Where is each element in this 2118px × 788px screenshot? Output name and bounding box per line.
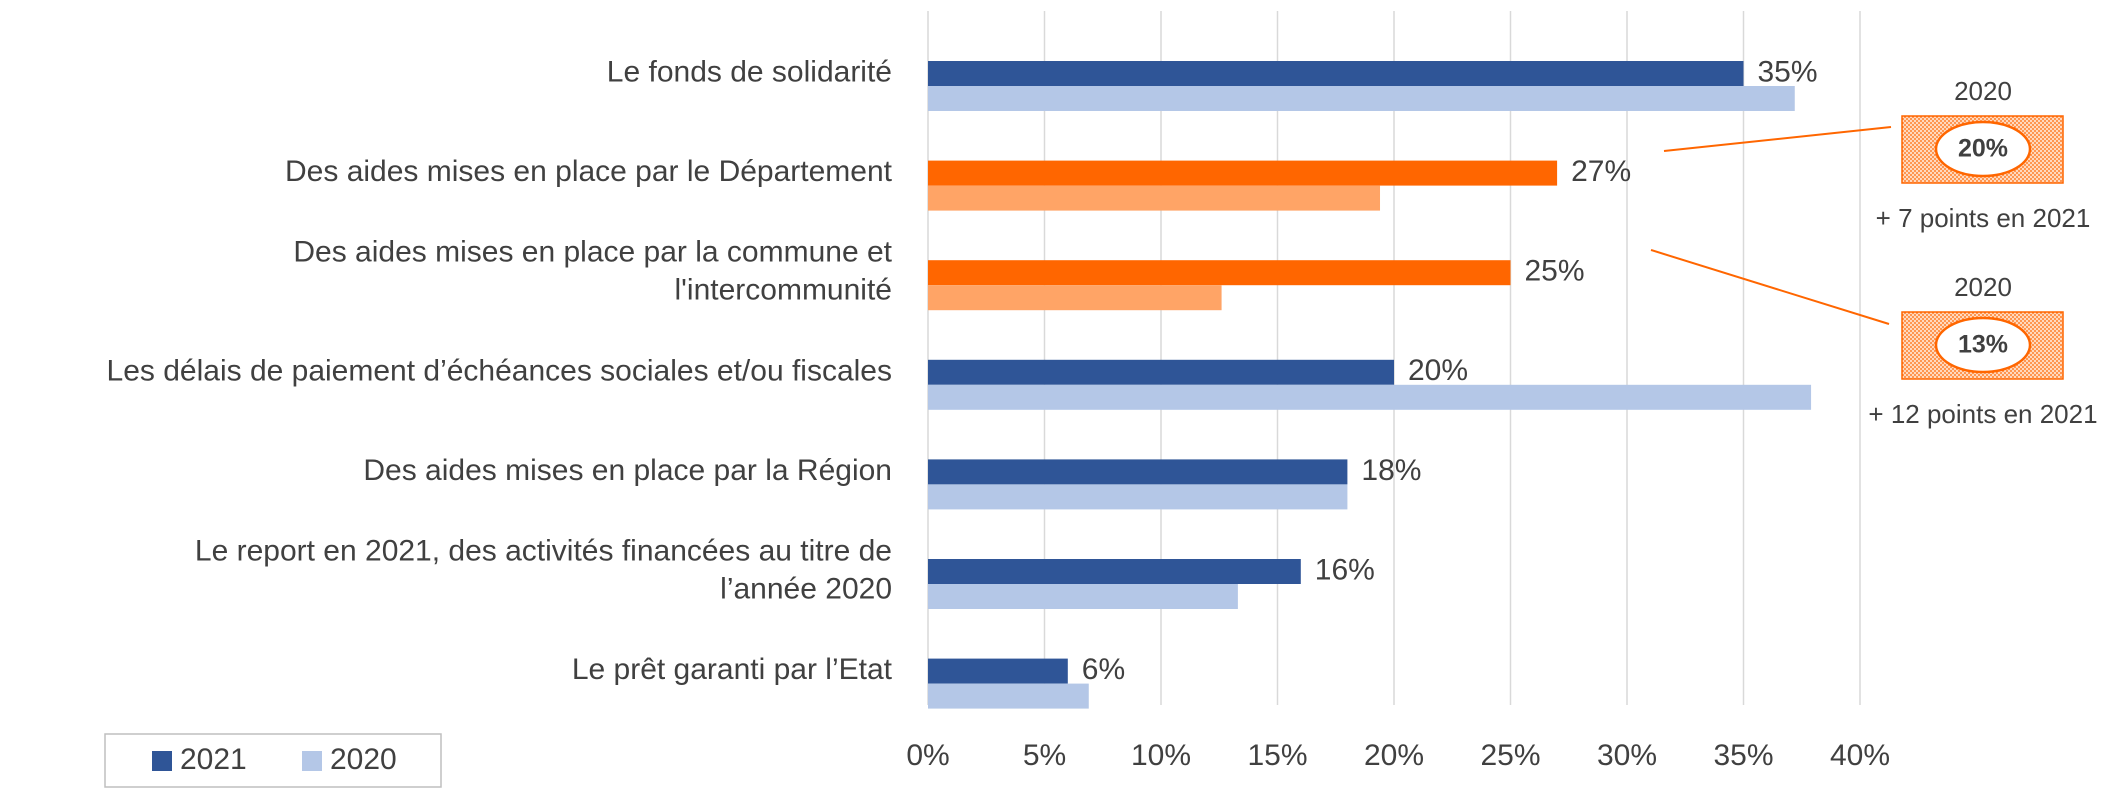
bar	[928, 459, 1348, 485]
x-tick-label: 15%	[1247, 739, 1307, 772]
category-label: Le report en 2021, des activités financé…	[195, 534, 892, 605]
annotation-note: + 7 points en 2021	[1876, 203, 2091, 233]
legend-swatch	[302, 751, 322, 771]
category-line: Le fonds de solidarité	[607, 55, 892, 88]
legend-label: 2020	[330, 743, 397, 776]
x-tick-label: 5%	[1023, 739, 1066, 772]
category-line: l’année 2020	[720, 572, 892, 605]
x-tick-label: 40%	[1830, 739, 1890, 772]
category-line: Le report en 2021, des activités financé…	[195, 534, 892, 567]
bar	[928, 584, 1238, 609]
bar	[928, 185, 1381, 211]
bar	[928, 359, 1394, 385]
bar	[928, 384, 1812, 410]
x-tick-label: 0%	[906, 739, 949, 772]
bar	[928, 86, 1795, 111]
connector	[1650, 249, 1890, 325]
bar	[928, 559, 1301, 584]
annotation-title: 2020	[1954, 272, 2012, 302]
legend-swatch	[152, 751, 172, 771]
category-label: Des aides mises en place par la commune …	[293, 236, 892, 307]
connector	[1663, 126, 1892, 152]
bar	[928, 484, 1348, 510]
annotation-title: 2020	[1954, 76, 2012, 106]
category-label: Le prêt garanti par l’Etat	[572, 653, 893, 686]
annotation-value: 13%	[1958, 331, 2008, 359]
data-label: 18%	[1361, 454, 1421, 487]
annotation-oval	[1934, 120, 2032, 178]
bar	[928, 658, 1068, 684]
legend-label: 2021	[180, 743, 247, 776]
category-line: l'intercommunité	[675, 274, 892, 307]
data-label: 20%	[1408, 354, 1468, 387]
data-label: 16%	[1315, 553, 1375, 586]
category-line: Des aides mises en place par le Départem…	[285, 155, 893, 188]
category-label: Le fonds de solidarité	[607, 55, 892, 88]
x-tick-label: 30%	[1597, 739, 1657, 772]
annotation-value: 20%	[1958, 135, 2008, 163]
x-tick-label: 35%	[1713, 739, 1773, 772]
bar	[928, 160, 1558, 186]
x-tick-label: 20%	[1364, 739, 1424, 772]
category-label: Des aides mises en place par la Région	[363, 454, 892, 487]
bar	[928, 260, 1511, 286]
category-line: Des aides mises en place par la Région	[363, 454, 892, 487]
bar	[928, 285, 1222, 311]
x-tick-label: 10%	[1131, 739, 1191, 772]
category-line: Des aides mises en place par la commune …	[293, 236, 892, 269]
category-line: Les délais de paiement d’échéances socia…	[107, 354, 892, 387]
data-label: 6%	[1082, 653, 1125, 686]
bar	[928, 683, 1089, 709]
data-label: 35%	[1758, 55, 1818, 88]
data-label: 25%	[1525, 255, 1585, 288]
grid: 0% 5% 10% 15% 20% 25% 30% 35% 40% Le fonds de sol…	[107, 11, 1890, 772]
data-label: 27%	[1571, 155, 1631, 188]
category-label: Les délais de paiement d’échéances socia…	[107, 354, 892, 387]
bars: 35% 27% 25% 20% 18% 16% 6%	[928, 55, 1818, 709]
category-label: Des aides mises en place par le Départem…	[285, 155, 893, 188]
bar	[928, 61, 1744, 86]
legend-box	[104, 733, 442, 788]
category-line: Le prêt garanti par l’Etat	[572, 653, 893, 686]
annotations: 2020 20% + 7 points en 2021 2020 13% + 12 poi…	[1650, 76, 2098, 429]
annotation-oval	[1934, 316, 2032, 374]
x-tick-label: 25%	[1480, 739, 1540, 772]
annotation-note: + 12 points en 2021	[1868, 399, 2097, 429]
